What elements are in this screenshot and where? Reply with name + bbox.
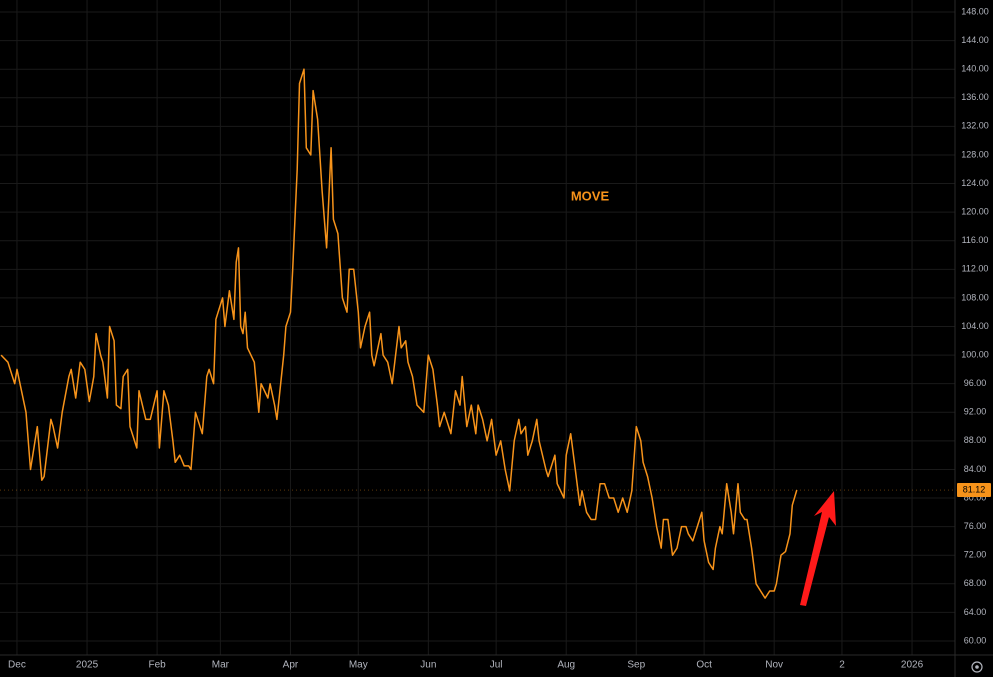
x-tick-label: Apr [283,660,299,671]
y-tick-label: 136.00 [961,92,989,102]
y-tick-label: 120.00 [961,207,989,217]
settings-icon[interactable] [971,661,983,673]
x-tick-label: Aug [557,660,575,671]
y-tick-label: 88.00 [964,435,987,445]
y-tick-label: 84.00 [964,464,987,474]
plot [0,68,798,599]
x-tick-label: 2 [839,660,845,671]
y-tick-label: 148.00 [961,6,989,16]
x-tick-label: Oct [696,660,712,671]
y-tick-label: 144.00 [961,35,989,45]
y-tick-label: 72.00 [964,550,987,560]
grid [0,0,955,655]
y-tick-label: 104.00 [961,321,989,331]
x-tick-label: 2026 [901,660,924,671]
x-tick-label: Jul [490,660,503,671]
series-label: MOVE [571,188,610,203]
y-tick-label: 116.00 [962,235,989,245]
x-tick-label: Feb [148,660,166,671]
series-line [0,68,798,599]
y-tick-label: 68.00 [964,578,987,588]
x-tick-label: May [349,660,368,671]
x-tick-label: Jun [420,660,436,671]
y-tick-label: 60.00 [964,635,987,645]
x-tick-label: Mar [212,660,230,671]
last-value-label: 81.12 [963,484,986,494]
y-tick-label: 76.00 [964,521,987,531]
y-tick-label: 124.00 [961,178,989,188]
y-tick-label: 100.00 [961,349,989,359]
settings-icon-ring[interactable] [971,661,983,673]
y-tick-label: 128.00 [961,149,989,159]
y-tick-label: 92.00 [964,407,987,417]
x-tick-label: 2025 [76,660,99,671]
red-arrow [800,491,836,606]
y-tick-label: 140.00 [961,64,989,74]
y-tick-label: 96.00 [964,378,987,388]
y-tick-label: 112.00 [962,264,989,274]
x-tick-label: Nov [765,660,783,671]
x-tick-label: Dec [8,660,26,671]
x-tick-label: Sep [627,660,645,671]
y-tick-label: 80.00 [964,492,987,502]
y-tick-label: 108.00 [961,292,989,302]
y-tick-label: 64.00 [964,607,987,617]
last-value-box [957,483,991,498]
settings-icon-dot[interactable] [975,665,979,669]
y-tick-label: 132.00 [961,121,989,131]
